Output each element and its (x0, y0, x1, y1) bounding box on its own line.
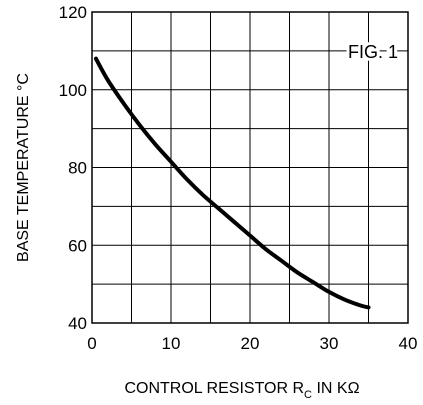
series-line (93, 56, 371, 310)
y-axis-title: BASE TEMPERATURE °C (15, 73, 32, 262)
y-tick-label: 80 (68, 159, 87, 178)
plot-frame (91, 11, 409, 324)
x-tick-label: 20 (241, 334, 260, 353)
x-axis-title-main: CONTROL RESISTOR R (124, 380, 304, 397)
y-tick-labels: 40 60 80 100 120 (59, 3, 87, 333)
x-tick-label: 40 (399, 334, 418, 353)
x-tick-label: 10 (162, 334, 181, 353)
x-tick-labels: 0 10 20 30 40 (87, 334, 417, 353)
x-tick-label: 0 (87, 334, 96, 353)
x-axis-title: CONTROL RESISTOR RC IN KΩ (124, 380, 359, 401)
x-tick-label: 30 (320, 334, 339, 353)
y-tick-label: 100 (59, 81, 87, 100)
figure-label: FIG. 1 (348, 42, 398, 62)
x-axis-title-suffix: IN KΩ (312, 380, 360, 397)
y-tick-label: 60 (68, 236, 87, 255)
y-tick-label: 40 (68, 314, 87, 333)
x-axis-title-subscript: C (304, 389, 312, 401)
y-tick-label: 120 (59, 3, 87, 22)
